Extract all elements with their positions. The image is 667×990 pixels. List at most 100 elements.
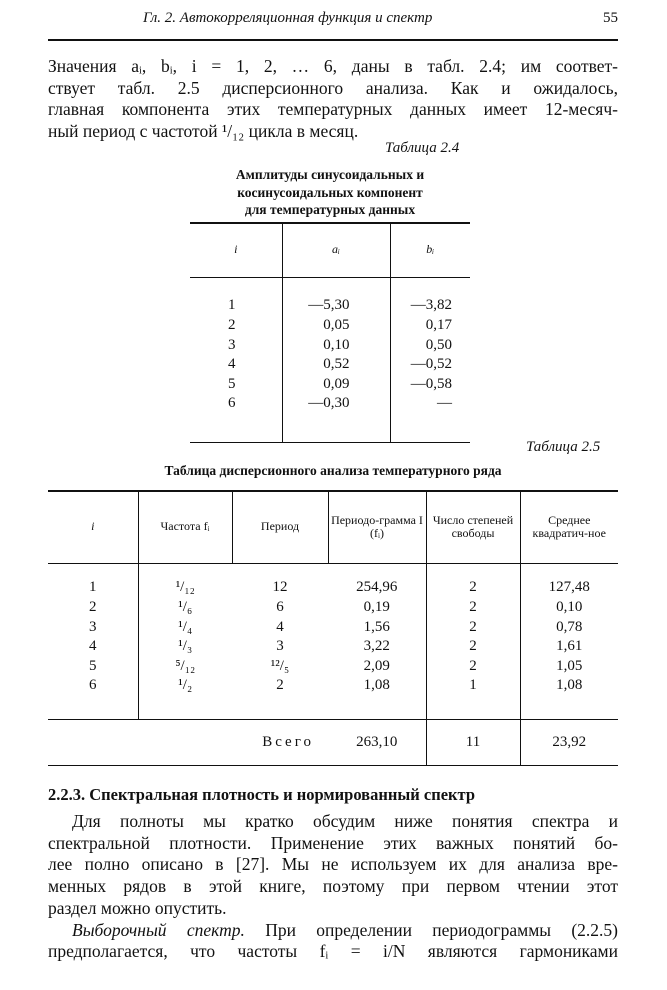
table-cell: 0,05 (281, 316, 390, 336)
col-header: bᵢ (389, 223, 470, 277)
col-header: i (234, 242, 238, 257)
table-cell: ¹/₆ (137, 598, 232, 618)
col-header: aᵢ (281, 223, 390, 277)
table-cell: 0,10 (281, 335, 390, 355)
table-row: 6 —0,30— (190, 394, 470, 414)
table-cell: ¹/₁₂ (137, 563, 232, 598)
text-line: ный период с частотой ¹/₁₂ цикла в месяц… (48, 121, 359, 142)
table-row: 1 ¹/₁₂ 12 254,96 2 127,48 (48, 563, 618, 598)
table-row: 2 0,05 0,17 (190, 316, 470, 336)
total-periodogram: 263,10 (356, 734, 398, 750)
text-line: главная компонента этих температурных да… (48, 99, 618, 120)
table-cell: 5 (89, 657, 97, 674)
table-cell: 5 (228, 375, 236, 392)
intro-paragraph: Значения aᵢ, bᵢ, i = 1, 2, … 6, даны в т… (48, 56, 618, 143)
table-row: 5 ⁵/₁₂ ¹²/₅ 2,09 2 1,05 (48, 656, 618, 676)
section-heading: 2.2.3. Спектральная плотность и нормиров… (48, 785, 476, 804)
table-cell: —0,30 (281, 394, 390, 414)
table-spacer (190, 413, 470, 443)
text-line: Для полноты мы кратко обсудим ниже понят… (72, 811, 618, 831)
col-header: i (91, 519, 95, 534)
table-cell: 6 (228, 395, 236, 412)
table-cell: ⁵/₁₂ (137, 656, 232, 676)
table-cell: 2 (425, 617, 520, 637)
table-cell: 0,17 (389, 316, 470, 336)
table-cell: ¹/₄ (137, 617, 232, 637)
table-cell: 2 (425, 563, 520, 598)
text-line: Выборочный спектр. При определении перио… (48, 920, 618, 942)
title-line: косинусоидальных компонент (237, 184, 423, 200)
running-title: Гл. 2. Автокорреляционная функция и спек… (143, 10, 433, 26)
text-line: ствует табл. 2.5 дисперсионного анализа.… (48, 77, 618, 98)
table-cell: 1 (89, 579, 97, 596)
total-row: Всего 263,10 11 23,92 (48, 719, 618, 766)
table-row: 4 0,52 —0,52 (190, 355, 470, 375)
total-dof: 11 (425, 719, 520, 766)
italic-term: Выборочный спектр. (72, 919, 245, 940)
table-cell: —5,30 (281, 277, 390, 316)
table-rule (48, 490, 618, 492)
table-cell: 1,08 (363, 677, 390, 694)
table-cell: 3 (228, 336, 236, 353)
table-cell: 0,09 (281, 374, 390, 394)
table-cell: 1,56 (363, 618, 390, 635)
table-cell: 1,61 (519, 637, 618, 657)
section-body: Для полноты мы кратко обсудим ниже понят… (48, 811, 618, 963)
table-cell: 0,52 (281, 355, 390, 375)
table-rule (190, 222, 470, 224)
table-cell: 6 (276, 599, 284, 616)
table-cell: 0,78 (519, 617, 618, 637)
table-cell: 2 (228, 317, 236, 334)
text-line: раздел можно опустить. (48, 897, 227, 918)
table-cell: 1,05 (519, 656, 618, 676)
table-cell: 1 (228, 297, 236, 314)
table-cell: —0,52 (389, 355, 470, 375)
table-cell: 127,48 (519, 563, 618, 598)
table-cell: — (389, 394, 470, 414)
table-cell: 2 (276, 677, 284, 694)
table-cell: 3,22 (363, 638, 390, 655)
table-cell: —3,82 (389, 277, 470, 316)
table-cell: —0,58 (389, 374, 470, 394)
table-cell: 3 (276, 638, 284, 655)
table-cell: 2 (425, 656, 520, 676)
table-cell: 254,96 (356, 579, 398, 596)
col-header: Период (231, 491, 328, 563)
table-2-5: i Частота fᵢ Период Периодо-грамма I (fᵢ… (48, 491, 618, 766)
col-header: Число степеней свободы (425, 491, 520, 563)
total-mean-square: 23,92 (519, 719, 618, 766)
table-cell: 0,19 (363, 599, 390, 616)
table-row: 4 ¹/₃ 3 3,22 2 1,61 (48, 637, 618, 657)
text-line: менных рядов в этой книге, поэтому при п… (48, 876, 618, 897)
table-cell: 3 (89, 618, 97, 635)
table-cell: ¹/₂ (137, 676, 232, 696)
text-line: спектральной плотности. Применение этих … (48, 832, 618, 853)
table-cell: 2 (425, 637, 520, 657)
table-cell: ¹²/₅ (270, 657, 290, 674)
text-line: предполагается, что частоты fᵢ = i/N явл… (48, 941, 618, 962)
col-header: Частота fᵢ (137, 491, 232, 563)
table-spacer (48, 695, 618, 720)
text-span: При определении периодограммы (2.2.5) (244, 919, 619, 940)
table-2-5-title: Таблица дисперсионного анализа температу… (164, 463, 502, 478)
table-cell: 2 (89, 599, 97, 616)
total-label: Всего (262, 734, 314, 750)
title-line: Амплитуды синусоидальных и (235, 167, 425, 182)
table-row: 1 —5,30 —3,82 (190, 277, 470, 316)
title-line: для температурных данных (244, 202, 416, 217)
table-cell: ¹/₃ (137, 637, 232, 657)
text-line: Значения aᵢ, bᵢ, i = 1, 2, … 6, даны в т… (48, 56, 618, 76)
table-cell: 6 (89, 677, 97, 694)
table-cell: 4 (89, 638, 97, 655)
table-row: 2 ¹/₆ 6 0,19 2 0,10 (48, 598, 618, 618)
table-cell: 2 (425, 598, 520, 618)
table-row: 5 0,09 —0,58 (190, 374, 470, 394)
table-cell: 0,50 (389, 335, 470, 355)
table-row: 6 ¹/₂ 2 1,08 1 1,08 (48, 676, 618, 696)
table-cell: 12 (272, 579, 288, 596)
table-cell: 0,10 (519, 598, 618, 618)
table-cell: 1 (425, 676, 520, 696)
page-number: 55 (603, 10, 618, 26)
table-2-4-title: Амплитуды синусоидальных и косинусоидаль… (190, 166, 470, 219)
